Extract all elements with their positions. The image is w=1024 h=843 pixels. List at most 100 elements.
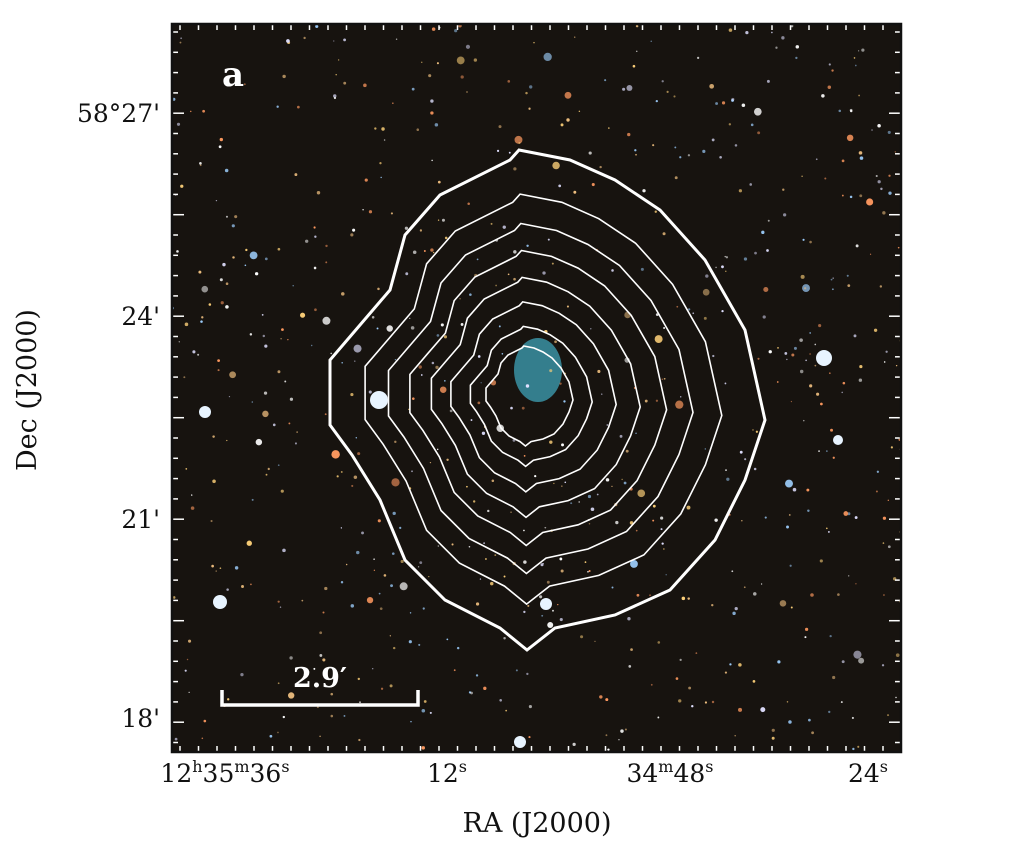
star bbox=[432, 251, 435, 254]
star bbox=[377, 519, 381, 523]
x-tick-number: 36 bbox=[250, 759, 282, 788]
star bbox=[228, 396, 231, 398]
star bbox=[333, 96, 337, 100]
star bbox=[557, 604, 559, 606]
star bbox=[661, 80, 664, 83]
star bbox=[180, 184, 184, 188]
star bbox=[559, 617, 563, 622]
star bbox=[514, 135, 523, 144]
star bbox=[803, 287, 807, 290]
star bbox=[728, 28, 733, 32]
star bbox=[392, 102, 394, 104]
star bbox=[176, 122, 181, 126]
star bbox=[523, 529, 525, 532]
star bbox=[601, 393, 603, 395]
star bbox=[470, 419, 473, 421]
star bbox=[652, 144, 655, 147]
star bbox=[489, 581, 494, 586]
star bbox=[467, 202, 470, 205]
star bbox=[210, 519, 213, 523]
star bbox=[840, 701, 843, 704]
star bbox=[587, 494, 592, 499]
star bbox=[828, 63, 831, 66]
star bbox=[503, 637, 506, 640]
star bbox=[423, 700, 427, 703]
star bbox=[636, 50, 638, 53]
star bbox=[858, 50, 860, 52]
star bbox=[437, 219, 440, 221]
star bbox=[284, 380, 287, 383]
star bbox=[881, 664, 885, 667]
star bbox=[800, 274, 805, 279]
star bbox=[281, 328, 284, 331]
star bbox=[389, 684, 393, 688]
star bbox=[887, 130, 891, 134]
star bbox=[859, 364, 863, 369]
star bbox=[498, 325, 501, 328]
star bbox=[526, 244, 529, 248]
star bbox=[409, 612, 412, 614]
star bbox=[809, 332, 811, 334]
star bbox=[200, 320, 203, 323]
star bbox=[390, 212, 394, 215]
star bbox=[379, 607, 383, 611]
star bbox=[350, 604, 355, 608]
star bbox=[760, 583, 763, 585]
star bbox=[225, 215, 228, 218]
star bbox=[766, 79, 770, 83]
star bbox=[465, 44, 471, 49]
star bbox=[507, 273, 510, 276]
star bbox=[400, 559, 404, 564]
star bbox=[232, 256, 235, 259]
star bbox=[721, 101, 726, 105]
star bbox=[421, 61, 423, 64]
star bbox=[824, 177, 827, 180]
star bbox=[635, 432, 637, 434]
star bbox=[832, 675, 836, 680]
star bbox=[781, 36, 785, 40]
star bbox=[371, 316, 375, 319]
star bbox=[456, 646, 460, 650]
star bbox=[676, 305, 679, 308]
bright-star bbox=[540, 598, 552, 610]
star bbox=[655, 399, 659, 402]
star bbox=[799, 338, 803, 342]
star bbox=[288, 422, 291, 425]
star bbox=[825, 527, 828, 530]
star bbox=[695, 652, 698, 654]
star bbox=[627, 617, 631, 621]
x-tick-number: 12 bbox=[160, 759, 192, 788]
star bbox=[226, 588, 229, 591]
star bbox=[343, 38, 346, 42]
star bbox=[481, 431, 486, 435]
star bbox=[219, 278, 223, 282]
star bbox=[199, 164, 202, 167]
star bbox=[814, 343, 817, 346]
star bbox=[359, 701, 361, 704]
star bbox=[476, 258, 479, 261]
star bbox=[179, 41, 182, 44]
star bbox=[640, 267, 644, 271]
star bbox=[435, 365, 439, 370]
x-tick-superscript: s bbox=[880, 757, 888, 776]
star bbox=[679, 658, 682, 661]
contour bbox=[430, 276, 642, 519]
star bbox=[650, 683, 653, 686]
star bbox=[757, 357, 760, 360]
star bbox=[675, 677, 679, 680]
star bbox=[734, 735, 736, 737]
star bbox=[296, 431, 298, 433]
star bbox=[547, 238, 550, 241]
star bbox=[768, 350, 772, 354]
star bbox=[410, 326, 415, 330]
star bbox=[534, 474, 537, 478]
star bbox=[654, 210, 657, 213]
star bbox=[264, 344, 268, 348]
star bbox=[305, 239, 309, 243]
star bbox=[314, 235, 317, 238]
star bbox=[560, 123, 564, 127]
star bbox=[806, 488, 810, 492]
star bbox=[686, 505, 691, 510]
star bbox=[434, 123, 439, 127]
star bbox=[792, 487, 797, 492]
